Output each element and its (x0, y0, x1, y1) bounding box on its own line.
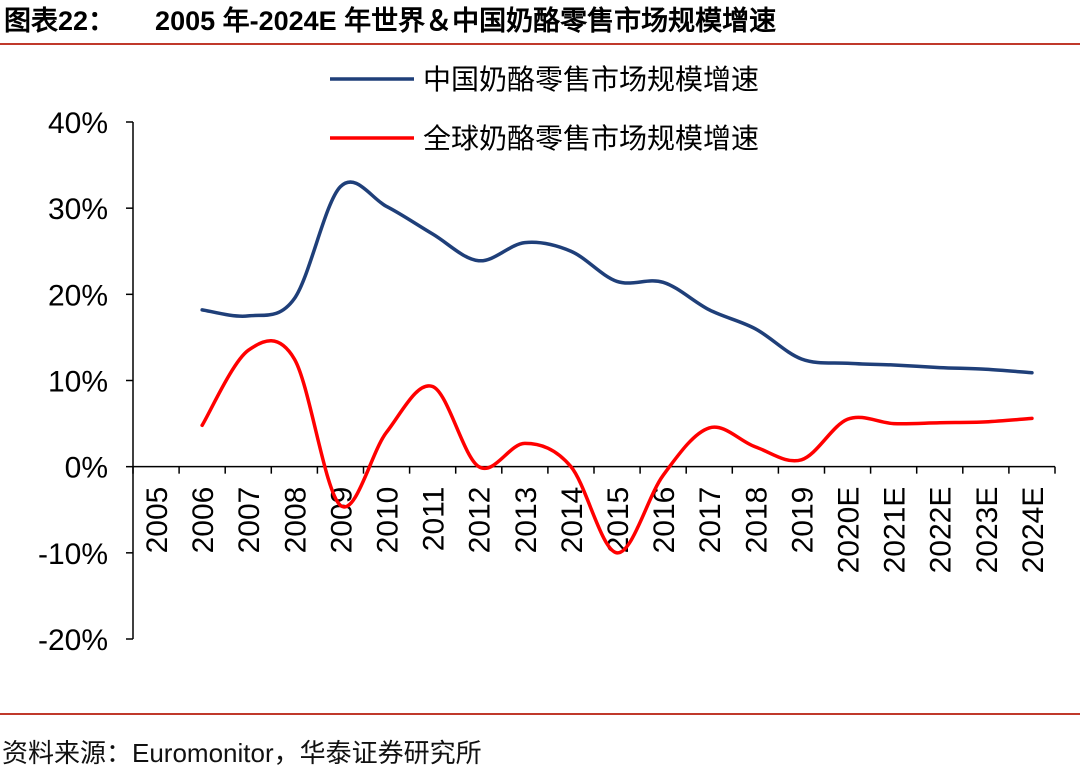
x-tick-label: 2017 (694, 487, 727, 554)
legend-label-global: 全球奶酪零售市场规模增速 (423, 122, 759, 155)
x-tick-label: 2019 (786, 487, 819, 554)
figure-title: 图表22： 2005 年-2024E 年世界＆中国奶酪零售市场规模增速 (4, 2, 776, 40)
x-tick-label: 2016 (648, 487, 681, 554)
y-tick-label: 10% (48, 366, 108, 399)
x-tick-label: 2006 (187, 487, 220, 554)
y-tick-label: 40% (48, 107, 108, 140)
y-tick-label: -10% (38, 538, 108, 571)
x-tick-label: 2023E (971, 487, 1004, 574)
x-tick-label: 2018 (740, 487, 773, 554)
line-chart: -20% -10% 0% 10% 20% 30% 40% 2005 2006 2007 2008 20… (38, 63, 1056, 657)
x-tick-label: 2014 (556, 487, 589, 554)
y-tick-label: 20% (48, 279, 108, 312)
x-tick-label: 2024E (1017, 487, 1050, 574)
top-rule (0, 43, 1080, 45)
y-tick-label: -20% (38, 624, 108, 657)
x-tick-label: 2010 (372, 487, 405, 554)
x-tick-label: 2008 (279, 487, 312, 554)
x-tick-label: 2012 (464, 487, 497, 554)
y-tick-label: 30% (48, 193, 108, 226)
figure-title-text: 2005 年-2024E 年世界＆中国奶酪零售市场规模增速 (155, 6, 777, 36)
x-tick-label: 2005 (141, 487, 174, 554)
legend-label-china: 中国奶酪零售市场规模增速 (423, 63, 759, 96)
x-tick-label: 2009 (325, 487, 358, 554)
x-tick-label: 2013 (510, 487, 543, 554)
series-line-china (200, 180, 1034, 375)
source-note: 资料来源：Euromonitor，华泰证券研究所 (2, 738, 482, 768)
bottom-rule (0, 713, 1080, 715)
x-tick-label: 2022E (925, 487, 958, 574)
series-line-global (200, 339, 1034, 555)
x-tick-label: 2007 (233, 487, 266, 554)
y-tick-label: 0% (65, 452, 108, 485)
x-tick-label: 2021E (879, 487, 912, 574)
x-tick-label: 2020E (833, 487, 866, 574)
x-tick-label: 2011 (418, 487, 451, 552)
figure-number: 图表22： (4, 6, 116, 36)
